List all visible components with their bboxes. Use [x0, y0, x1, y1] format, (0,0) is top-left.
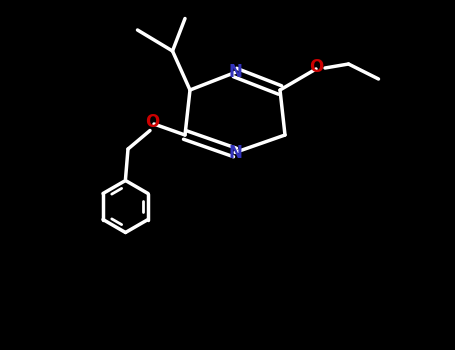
Text: O: O — [309, 58, 323, 76]
Text: O: O — [145, 113, 159, 131]
Text: N: N — [228, 145, 242, 162]
Text: N: N — [228, 63, 242, 80]
